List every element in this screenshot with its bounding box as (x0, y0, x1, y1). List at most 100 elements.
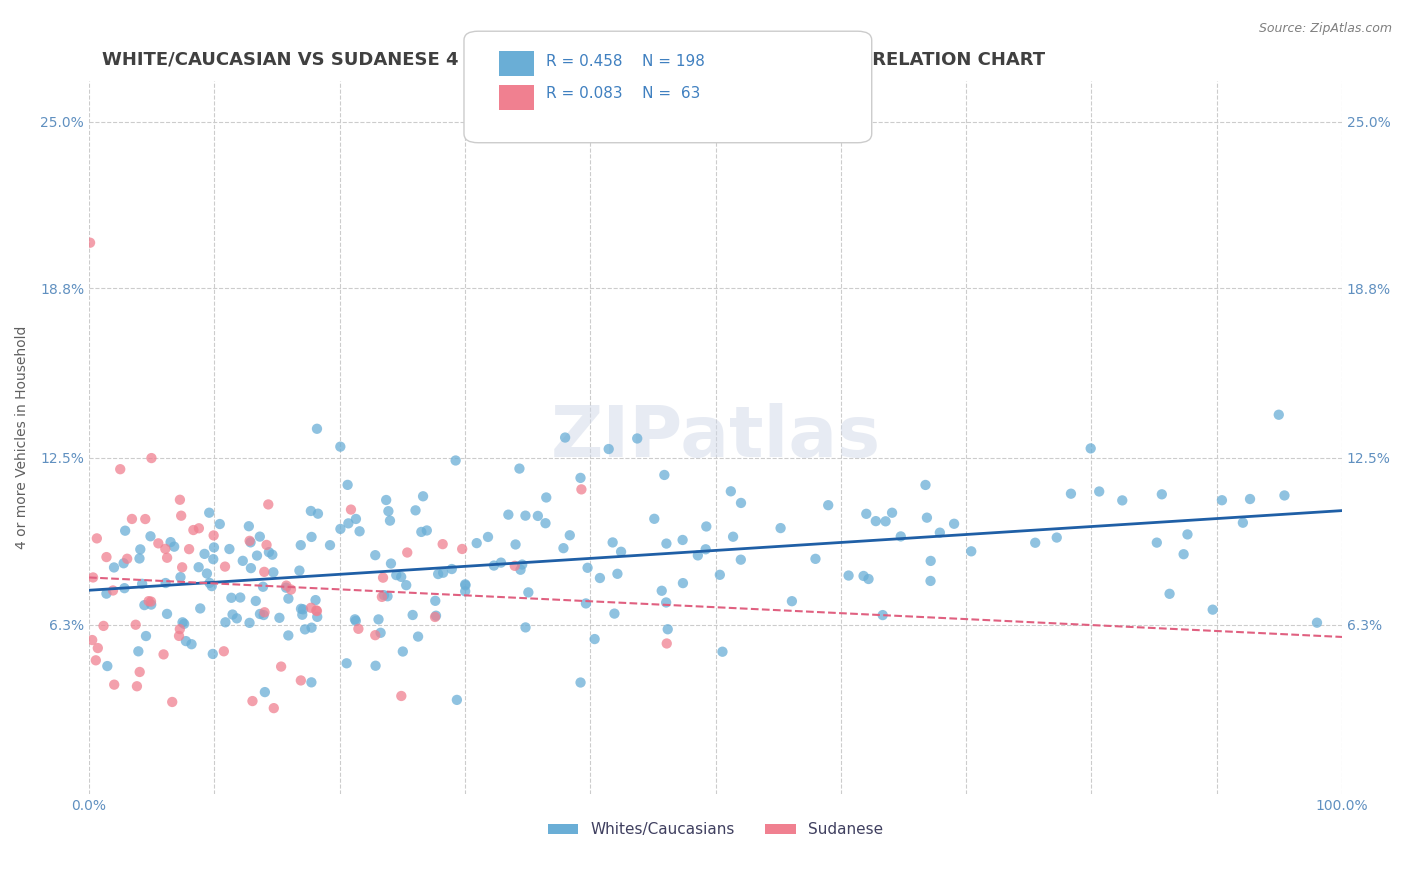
Point (364, 628, 387, 642)
Point (425, 594, 447, 608)
Point (371, 590, 394, 604)
Point (336, 657, 359, 671)
Point (534, 516, 557, 531)
Point (440, 562, 463, 576)
Point (858, 572, 880, 586)
Point (576, 561, 599, 575)
Point (654, 467, 676, 482)
Point (343, 612, 366, 626)
Point (86, 532, 108, 546)
Point (1024, 535, 1046, 549)
Point (329, 522, 352, 536)
Point (598, 442, 620, 456)
Point (569, 471, 592, 485)
Point (1159, 587, 1181, 601)
Point (515, 620, 537, 634)
Point (172, 615, 194, 630)
Point (389, 689, 412, 703)
Point (177, 542, 200, 557)
Point (606, 566, 628, 581)
Point (1306, 615, 1329, 630)
Point (276, 579, 298, 593)
Point (373, 588, 395, 602)
Point (865, 514, 887, 528)
Point (180, 637, 202, 651)
Point (1202, 602, 1225, 616)
Point (655, 536, 678, 550)
Point (269, 611, 291, 625)
Point (643, 512, 665, 526)
Point (721, 530, 744, 544)
Point (1274, 488, 1296, 502)
Point (112, 556, 135, 570)
Point (385, 568, 408, 582)
Point (1268, 408, 1291, 422)
Point (79, 235, 101, 250)
Point (1046, 531, 1069, 545)
Point (380, 557, 402, 571)
Point (225, 611, 247, 625)
Point (138, 594, 160, 608)
Point (114, 581, 136, 595)
Point (252, 580, 274, 594)
Point (249, 530, 271, 544)
Point (163, 540, 186, 554)
Point (730, 552, 752, 566)
Point (127, 644, 149, 658)
Point (928, 525, 950, 540)
Point (172, 560, 194, 574)
Point (299, 600, 322, 615)
Point (1150, 487, 1173, 501)
Point (603, 607, 626, 621)
Point (134, 512, 156, 526)
Point (1239, 491, 1261, 506)
Point (152, 648, 174, 662)
Point (82, 570, 104, 584)
Point (406, 630, 429, 644)
Point (378, 514, 401, 528)
Point (263, 701, 285, 715)
Point (159, 535, 181, 549)
Point (465, 536, 488, 550)
Point (183, 523, 205, 537)
Point (121, 512, 143, 526)
Point (602, 535, 624, 549)
Point (489, 556, 512, 570)
Point (253, 685, 276, 699)
Point (262, 566, 284, 580)
Point (299, 504, 322, 518)
Point (709, 567, 731, 582)
Point (96, 587, 118, 601)
Point (1173, 547, 1195, 561)
Point (170, 508, 193, 523)
Point (239, 533, 262, 548)
Point (139, 529, 162, 543)
Point (405, 503, 427, 517)
Text: WHITE/CAUCASIAN VS SUDANESE 4 OR MORE VEHICLES IN HOUSEHOLD CORRELATION CHART: WHITE/CAUCASIAN VS SUDANESE 4 OR MORE VE… (101, 51, 1045, 69)
Point (720, 484, 742, 499)
Point (305, 422, 328, 436)
Point (336, 478, 359, 492)
Point (960, 544, 983, 558)
Text: R = 0.083    N =  63: R = 0.083 N = 63 (546, 87, 700, 101)
Point (249, 607, 271, 621)
Point (377, 589, 399, 603)
Point (377, 504, 399, 518)
Point (253, 607, 276, 622)
Point (156, 550, 179, 565)
Point (128, 665, 150, 679)
Point (198, 506, 221, 520)
Point (208, 516, 231, 531)
Point (245, 594, 267, 608)
Point (505, 537, 527, 551)
Point (257, 545, 280, 559)
Point (103, 678, 125, 692)
Point (239, 561, 262, 575)
Point (509, 563, 531, 577)
Point (290, 602, 312, 616)
Point (294, 623, 316, 637)
Point (1232, 516, 1254, 530)
Point (253, 565, 276, 579)
Point (155, 576, 177, 591)
Point (695, 542, 717, 557)
